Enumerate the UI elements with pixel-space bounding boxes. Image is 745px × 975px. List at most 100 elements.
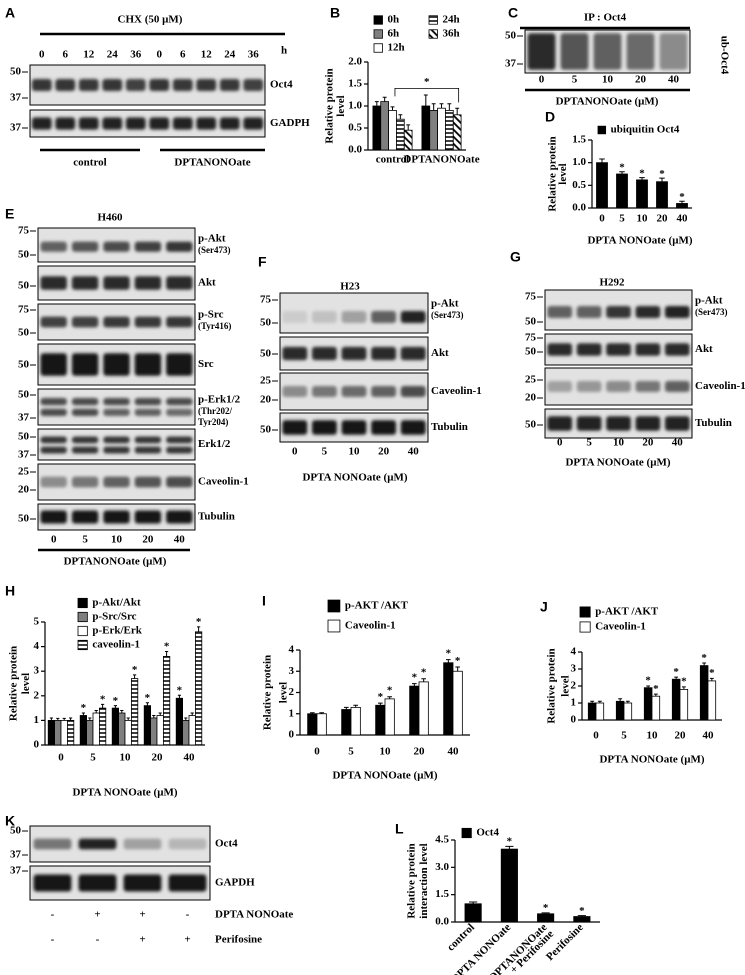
blot-x-label: DPTA NONOate (μM) [565, 457, 670, 469]
error-bar [398, 114, 403, 120]
band [78, 117, 99, 130]
legend-label: p-Erk/Erk [92, 625, 142, 637]
band [134, 446, 162, 454]
band [55, 117, 76, 130]
bar [452, 114, 462, 151]
x-axis-label: DPTA NONOate (μM) [332, 770, 437, 782]
significance-star: * [619, 162, 625, 174]
band [55, 79, 76, 91]
band [103, 316, 130, 328]
y-axis-label: Relative protein [262, 655, 274, 730]
y-axis-label: Relative protein [547, 136, 559, 211]
error-bar [177, 694, 181, 699]
band [134, 510, 162, 524]
bar [188, 715, 196, 746]
bar [636, 179, 648, 209]
error-bar [505, 845, 514, 850]
significance-star: * [645, 675, 651, 687]
y-axis-label: level [335, 95, 347, 116]
band [400, 346, 426, 361]
lane-label: 20 [642, 437, 654, 449]
significance-star: * [543, 902, 549, 914]
lane-label: 0 [157, 49, 163, 61]
lane-label: 40 [672, 437, 684, 449]
treatment-sign: - [51, 909, 55, 921]
band [78, 838, 117, 850]
significance-star: * [709, 667, 715, 679]
error-bar [618, 698, 623, 702]
legend-swatch [428, 29, 438, 39]
treatment-sign: + [139, 909, 145, 921]
lane-label: 20 [142, 534, 154, 546]
band [71, 476, 99, 488]
band [102, 79, 123, 91]
legend-label: 36h [443, 28, 460, 40]
lane-label: 0 [292, 446, 298, 458]
band [31, 79, 52, 91]
blot-title: H460 [97, 212, 123, 224]
bar [464, 903, 482, 923]
y-tick-label: 2.0 [348, 56, 362, 68]
band [282, 346, 308, 361]
mw-marker: 75 [260, 294, 272, 306]
band [664, 306, 690, 318]
x-tick-label: 10 [637, 213, 649, 225]
blot-title: H23 [340, 281, 360, 293]
band [168, 838, 207, 850]
strip-sublabel: (Ser473) [431, 310, 464, 320]
band [341, 385, 367, 398]
lane-label: 5 [82, 534, 88, 546]
bar [47, 720, 56, 746]
bar [316, 713, 327, 736]
legend-label: 6h [388, 28, 400, 40]
bar [99, 707, 107, 746]
significance-star: * [679, 191, 685, 203]
bar [437, 107, 446, 151]
significance-star: * [132, 664, 138, 676]
band [103, 436, 130, 444]
bar [452, 670, 463, 736]
legend-swatch [597, 125, 607, 135]
band [243, 79, 264, 91]
y-tick-label: 4 [571, 646, 577, 658]
error-bar [646, 685, 651, 688]
bar [573, 916, 591, 923]
panel-letter: E [5, 206, 14, 222]
band [400, 311, 426, 323]
band [371, 385, 397, 398]
significance-star: * [424, 76, 430, 88]
y-axis-label: Relative protein [546, 648, 558, 723]
band [40, 241, 67, 252]
error-bar [184, 717, 188, 721]
band [40, 276, 67, 290]
strip-label: Erk1/2 [198, 438, 231, 450]
strip-label: Akt [695, 343, 713, 355]
error-bar [94, 710, 98, 714]
band [40, 316, 67, 328]
treatment-sign: + [184, 934, 190, 946]
band [400, 420, 426, 435]
band [71, 276, 99, 290]
bar [388, 110, 397, 151]
significance-star: * [177, 684, 183, 696]
band [606, 416, 631, 431]
band [196, 79, 217, 91]
significance-star: * [81, 702, 87, 714]
strip-label: Akt [198, 277, 216, 289]
bar [676, 203, 688, 209]
y-tick-label: 3 [571, 663, 577, 675]
lane-label: 0 [39, 49, 45, 61]
bar [656, 181, 668, 209]
legend-label: ubiquitin Oct4 [611, 124, 680, 136]
y-tick-label: 1.0 [572, 156, 586, 168]
bar [616, 173, 628, 209]
error-bar [377, 702, 383, 706]
panel-letter: A [5, 5, 15, 21]
band [134, 353, 162, 376]
lane-label: 10 [111, 534, 123, 546]
lane-label: 24 [224, 49, 236, 61]
bar [54, 720, 62, 746]
panel-letter: C [508, 5, 518, 21]
lane-label: 20 [635, 74, 647, 86]
